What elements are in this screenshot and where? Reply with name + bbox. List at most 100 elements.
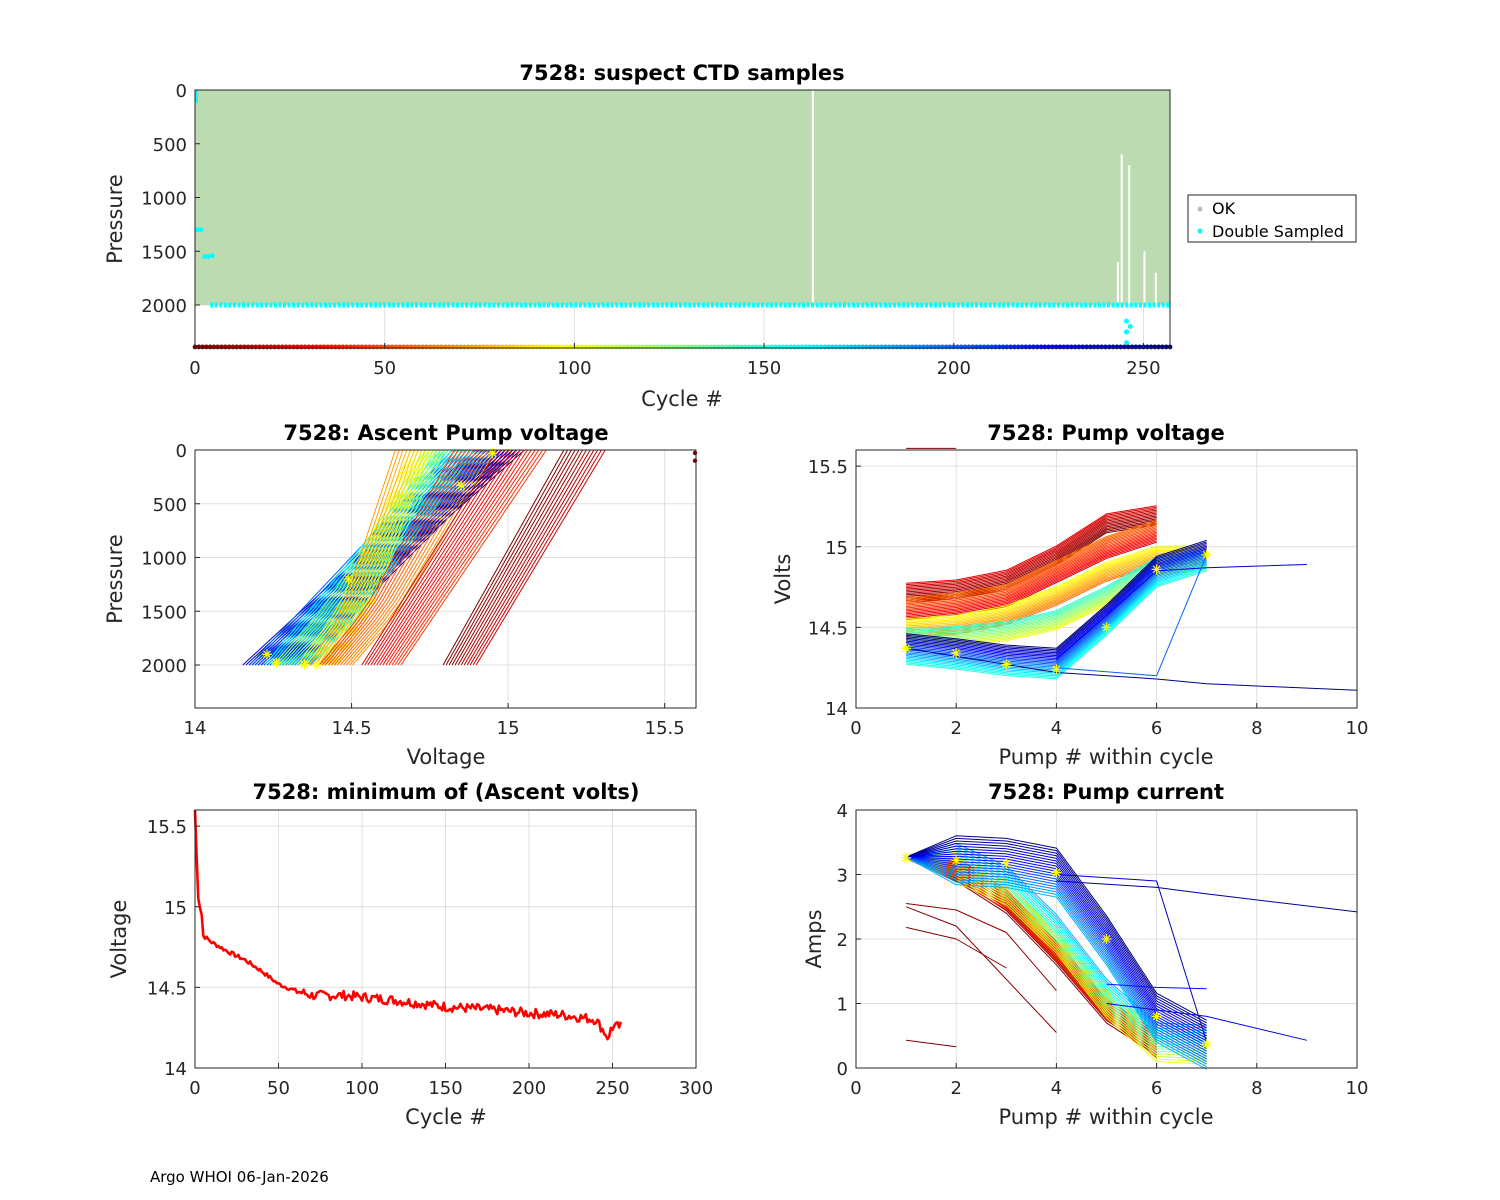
- pumpc-marker-2: [1001, 858, 1012, 869]
- pumpv-line: [906, 547, 1207, 657]
- double-sampled-point: [792, 302, 796, 308]
- double-sampled-point: [883, 302, 887, 308]
- pumpc-ticks: 0 2 4 6 8 10 0 1 2 3 4: [837, 801, 1369, 1099]
- pumpv-line: [906, 511, 1157, 590]
- double-sampled-point: [383, 302, 387, 308]
- double-sampled-point: [551, 302, 555, 308]
- pumpc-line: [905, 857, 1157, 1056]
- double-sampled-point: [506, 302, 510, 308]
- pumpv-marker-0-stroke-3: [902, 644, 911, 653]
- double-sampled-point: [897, 302, 901, 308]
- double-sampled-point: [833, 302, 837, 308]
- minv-xtick-label-2: 100: [345, 1078, 379, 1099]
- double-sampled-point: [342, 302, 346, 308]
- double-sampled-point: [665, 302, 669, 308]
- ascent-profile-line: [376, 450, 517, 666]
- pumpv-line: [906, 554, 1207, 628]
- pumpv-line: [906, 528, 1157, 608]
- ascent-title: 7528: Ascent Pump voltage: [283, 421, 608, 445]
- pumpv-ytick-label-3: 15.5: [808, 457, 848, 478]
- double-sampled-point: [797, 302, 801, 308]
- double-sampled-point: [756, 302, 760, 308]
- double-sampled-point: [401, 302, 405, 308]
- ascent-profile-line: [472, 450, 602, 666]
- suspect-legend: OK Double Sampled: [1187, 194, 1357, 243]
- double-sampled-point: [1129, 302, 1133, 308]
- double-sampled-point: [842, 302, 846, 308]
- ascent-profile-line: [315, 450, 404, 666]
- pumpc-ytick-label-1: 1: [837, 995, 848, 1016]
- double-sampled-point: [701, 302, 705, 308]
- ascent-marker-1: [456, 480, 467, 491]
- double-sampled-point: [1052, 302, 1056, 308]
- pumpc-line: [905, 835, 1207, 1021]
- double-sampled-point: [419, 302, 423, 308]
- double-sampled-point: [724, 302, 728, 308]
- ascent-marker-5: [312, 660, 323, 670]
- double-sampled-point: [720, 302, 724, 308]
- double-sampled-point: [492, 302, 496, 308]
- double-sampled-point: [610, 302, 614, 308]
- pumpv-ylabel: Volts: [771, 554, 795, 605]
- pumpc-extra-line-7: [1106, 983, 1207, 990]
- double-sampled-point: [647, 302, 651, 308]
- double-sampled-point: [305, 302, 309, 308]
- double-sampled-point: [223, 302, 227, 308]
- double-sampled-point: [1011, 302, 1015, 308]
- double-sampled-point: [1038, 302, 1042, 308]
- ascent-marker-2: [343, 574, 354, 584]
- double-sampled-point: [1006, 302, 1010, 308]
- ascent-profile-line: [379, 450, 521, 666]
- suspect-ticks: 0 50 100 150 200 250 0 500 1000 1500 2000: [141, 81, 1160, 379]
- suspect-title: 7528: suspect CTD samples: [519, 61, 844, 85]
- suspect-ytick-label-4: 2000: [141, 296, 187, 317]
- double-sampled-point: [292, 302, 296, 308]
- double-sampled-point: [565, 302, 569, 308]
- ascent-profile-line: [364, 450, 502, 666]
- pumpc-marker-0: [901, 852, 912, 863]
- double-sampled-point: [255, 302, 259, 308]
- double-sampled-point: [569, 302, 573, 308]
- ascent-profile-line: [361, 450, 498, 666]
- double-sampled-point: [979, 302, 983, 308]
- pumpv-line: [906, 521, 1157, 600]
- double-sampled-point: [392, 302, 396, 308]
- ascent-profile-line: [337, 450, 478, 666]
- pumpv-line: [906, 545, 1207, 620]
- pumpc-line: [905, 856, 1207, 1068]
- double-sampled-point: [319, 302, 323, 308]
- pumpc-marker-3: [1051, 867, 1062, 878]
- double-sampled-point: [242, 302, 246, 308]
- pumpv-line: [906, 516, 1157, 596]
- ascent-outlier-bottom: [692, 458, 698, 463]
- pumpv-marker-5-stroke-3: [1152, 565, 1161, 574]
- double-sampled-point: [496, 302, 500, 308]
- pumpc-line: [906, 848, 1207, 1034]
- double-sampled-point: [1111, 302, 1115, 308]
- double-sampled-point: [1097, 302, 1101, 308]
- double-sampled-point: [783, 302, 787, 308]
- double-sampled-point: [483, 302, 487, 308]
- ascent-profile-line: [391, 450, 536, 666]
- double-sampled-point: [765, 302, 769, 308]
- double-sampled-point: [924, 302, 928, 308]
- pumpv-xtick-label-1: 2: [950, 718, 961, 739]
- ascent-marker-6: [262, 649, 273, 660]
- double-sampled-point: [524, 302, 528, 308]
- ascent-profile-line: [319, 450, 455, 666]
- pumpv-line: [906, 506, 1157, 586]
- pumpc-line: [906, 856, 1207, 1052]
- double-sampled-point: [629, 302, 633, 308]
- double-sampled-point: [251, 302, 255, 308]
- double-sampled-point: [779, 302, 783, 308]
- double-sampled-point: [669, 302, 673, 308]
- double-sampled-point: [287, 302, 291, 308]
- ascent-profile-line: [460, 450, 587, 666]
- pumpv-line: [906, 541, 1207, 651]
- double-sampled-point: [374, 302, 378, 308]
- pumpc-marker-1: [951, 855, 962, 866]
- double-sampled-point: [956, 302, 960, 308]
- pumpc-line: [905, 856, 1207, 1057]
- minv-xtick-label-4: 200: [512, 1078, 546, 1099]
- suspect-xtick-label-3: 150: [747, 358, 781, 379]
